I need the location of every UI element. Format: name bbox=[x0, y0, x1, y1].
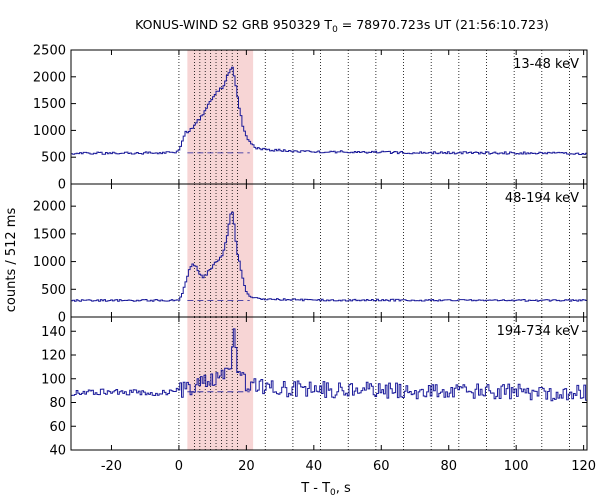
y-tick-label: 140 bbox=[41, 325, 66, 340]
y-tick-label: 80 bbox=[49, 396, 66, 411]
x-tick-label: 40 bbox=[306, 459, 323, 474]
panel-3: 40 60 80 100 120 140 194-734 keV bbox=[41, 316, 588, 459]
y-tick-label: 1500 bbox=[33, 227, 66, 242]
y-tick-label: 100 bbox=[41, 372, 66, 387]
burst-interval-shade bbox=[187, 184, 254, 317]
x-tick-label: 100 bbox=[504, 459, 529, 474]
chart-title: KONUS-WIND S2 GRB 950329 T0 = 78970.723s… bbox=[135, 17, 549, 35]
chart-title-sub: 0 bbox=[332, 25, 338, 35]
y-tick-label: 2500 bbox=[33, 44, 66, 59]
y-tick-label: 1000 bbox=[33, 255, 66, 270]
x-tick-label: 20 bbox=[238, 459, 255, 474]
chart-title-rest: = 78970.723s UT (21:56:10.723) bbox=[338, 17, 549, 32]
light-curve bbox=[71, 211, 587, 302]
panel-1: 0 500 1000 1500 2000 2500 13-48 keV bbox=[33, 44, 588, 193]
light-curve bbox=[71, 328, 587, 402]
y-tick-label: 40 bbox=[49, 444, 66, 459]
x-axis-label: T - T0, s bbox=[300, 481, 351, 498]
burst-interval-shade bbox=[187, 50, 254, 184]
y-tick-label: 1000 bbox=[33, 124, 66, 139]
y-tick-label: 500 bbox=[41, 151, 66, 166]
x-tick-label: 80 bbox=[440, 459, 457, 474]
chart-title-main: KONUS-WIND S2 GRB 950329 T bbox=[135, 17, 332, 32]
y-tick-label: 1500 bbox=[33, 97, 66, 112]
y-tick-label: 500 bbox=[41, 283, 66, 298]
y-tick-label: 2000 bbox=[33, 200, 66, 215]
panel-frame bbox=[70, 49, 588, 185]
energy-band-label: 48-194 keV bbox=[505, 191, 579, 206]
panel-2: 0 500 1000 1500 2000 48-194 keV bbox=[33, 183, 588, 326]
y-tick-label: 60 bbox=[49, 420, 66, 435]
y-tick-label: 0 bbox=[58, 311, 66, 326]
energy-band-label: 194-734 keV bbox=[497, 324, 580, 339]
panel-frame bbox=[70, 316, 588, 451]
x-axis-label-rest: , s bbox=[336, 481, 351, 496]
y-tick-label: 120 bbox=[41, 349, 66, 364]
x-axis-label-sub: 0 bbox=[330, 488, 336, 498]
y-axis-label: counts / 512 ms bbox=[4, 208, 19, 313]
x-axis-label-main: T - T bbox=[300, 481, 330, 496]
y-tick-label: 0 bbox=[58, 178, 66, 193]
light-curve bbox=[71, 66, 587, 155]
x-tick-label: 120 bbox=[571, 459, 596, 474]
y-tick-label: 2000 bbox=[33, 70, 66, 85]
energy-band-label: 13-48 keV bbox=[513, 57, 579, 72]
x-tick-label: -20 bbox=[101, 459, 122, 474]
x-tick-label: 60 bbox=[373, 459, 390, 474]
x-tick-label: 0 bbox=[175, 459, 183, 474]
